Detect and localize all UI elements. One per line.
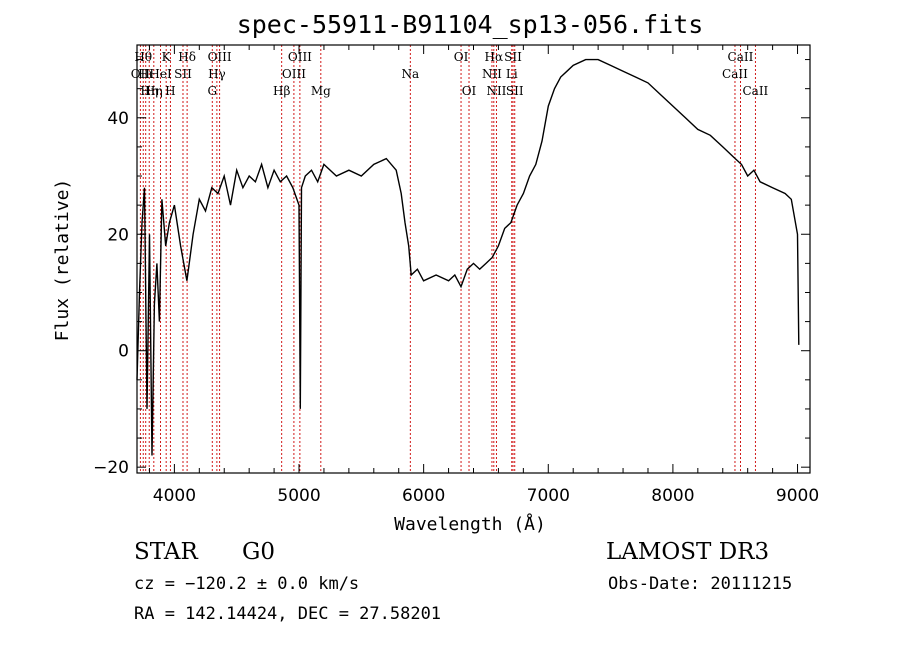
line-label: OIII — [288, 50, 312, 64]
sky-coordinates: RA = 142.14424, DEC = 27.58201 — [134, 604, 442, 624]
line-label: CaII — [722, 67, 748, 81]
observation-date: Obs-Date: 20111215 — [608, 574, 793, 594]
chart-title: spec-55911-B91104_sp13-056.fits — [237, 10, 704, 39]
line-label: H — [165, 84, 175, 98]
line-label: G — [207, 84, 217, 98]
line-label: Hι — [138, 67, 153, 81]
line-label: Hα — [485, 50, 504, 64]
line-label: SII — [506, 84, 524, 98]
line-label: Li — [506, 67, 518, 81]
y-tick-label: −20 — [93, 458, 129, 478]
line-markers — [139, 45, 756, 473]
line-label: CaII — [742, 84, 768, 98]
line-label: Hβ — [273, 84, 290, 98]
line-label: NII — [482, 67, 502, 81]
y-axis-label: Flux (relative) — [52, 179, 73, 342]
spectrum-series — [136, 58, 800, 456]
line-label: OI — [454, 50, 469, 64]
line-label: OII — [131, 67, 151, 81]
x-tick-label: 5000 — [277, 486, 320, 506]
line-label: K — [162, 50, 172, 64]
y-tick-label: 20 — [107, 225, 129, 245]
survey-name: LAMOST DR3 — [606, 539, 770, 565]
redshift-velocity: cz = −120.2 ± 0.0 km/s — [134, 574, 360, 594]
line-label: SII — [504, 50, 522, 64]
y-tick-label: 0 — [118, 342, 129, 362]
line-label: Hδ — [178, 50, 196, 64]
line-label: Hθ — [134, 50, 152, 64]
x-tick-label: 9000 — [776, 486, 819, 506]
object-subclass: G0 — [242, 539, 276, 565]
line-label: OIII — [282, 67, 306, 81]
line-label: Hη — [140, 84, 158, 98]
line-label: OIII — [208, 50, 232, 64]
x-axis-label: Wavelength (Å) — [394, 513, 546, 535]
line-label: Hη — [145, 84, 163, 98]
line-label: Mg — [311, 84, 331, 98]
line-label: Na — [401, 67, 419, 81]
x-tick-label: 4000 — [153, 486, 196, 506]
x-tick-label: 8000 — [651, 486, 694, 506]
line-label: Hγ — [208, 67, 226, 81]
y-axis-ticks: −20 0 20 40 — [93, 59, 810, 478]
x-tick-label: 7000 — [527, 486, 570, 506]
plot-frame — [136, 44, 811, 474]
x-axis-ticks: 4000 5000 6000 7000 8000 9000 — [148, 45, 819, 506]
line-label: CaII — [728, 50, 754, 64]
line-label: SII — [174, 67, 192, 81]
y-tick-label: 40 — [107, 109, 129, 129]
x-tick-label: 6000 — [402, 486, 445, 506]
line-label: NII — [486, 84, 506, 98]
line-label: HeI — [149, 67, 172, 81]
line-label: OI — [462, 84, 477, 98]
object-class: STAR — [134, 539, 198, 565]
